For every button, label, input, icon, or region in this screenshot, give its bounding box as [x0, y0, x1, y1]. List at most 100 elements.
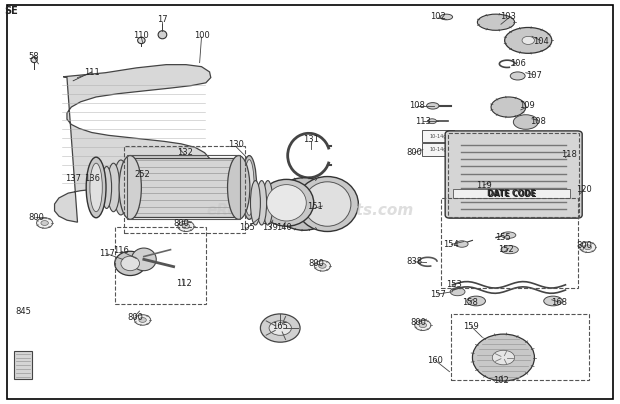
Bar [448, 133, 579, 217]
Text: 112: 112 [175, 279, 192, 288]
Text: 132: 132 [177, 148, 193, 157]
Text: 845: 845 [16, 307, 32, 316]
Text: 137: 137 [65, 174, 81, 183]
Text: 159: 159 [463, 322, 479, 331]
Text: 106: 106 [510, 59, 526, 68]
Ellipse shape [428, 119, 436, 124]
Text: DATE CODE: DATE CODE [487, 189, 536, 198]
Text: 107: 107 [526, 72, 542, 80]
Ellipse shape [257, 181, 267, 225]
Ellipse shape [182, 224, 190, 229]
Text: 800: 800 [28, 213, 44, 222]
Text: 158: 158 [462, 298, 478, 307]
Ellipse shape [267, 185, 306, 221]
Text: 108: 108 [409, 101, 425, 110]
Ellipse shape [456, 241, 468, 247]
Ellipse shape [472, 334, 534, 381]
Text: 109: 109 [519, 101, 535, 110]
Text: 152: 152 [498, 245, 514, 254]
Ellipse shape [427, 103, 439, 109]
Bar [14, 351, 32, 379]
Text: 108: 108 [530, 117, 546, 126]
Bar [451, 314, 589, 380]
Bar [453, 189, 570, 198]
Ellipse shape [259, 179, 314, 226]
Ellipse shape [269, 321, 291, 335]
Ellipse shape [228, 156, 250, 219]
Text: 800: 800 [127, 313, 143, 322]
Text: 155: 155 [495, 233, 512, 242]
Bar [422, 130, 454, 142]
Ellipse shape [260, 314, 300, 342]
Bar [124, 146, 245, 233]
Text: 103: 103 [500, 13, 516, 21]
Text: 116: 116 [113, 246, 130, 255]
FancyBboxPatch shape [445, 131, 582, 218]
Text: 10-14g: 10-14g [429, 134, 446, 139]
Ellipse shape [115, 251, 146, 276]
Ellipse shape [538, 146, 572, 177]
Text: 10-14g: 10-14g [429, 147, 446, 152]
Text: 119: 119 [476, 181, 492, 189]
Ellipse shape [86, 157, 106, 218]
Text: 102: 102 [430, 13, 446, 21]
Text: 102: 102 [493, 376, 509, 385]
Ellipse shape [138, 37, 145, 44]
Ellipse shape [477, 14, 515, 30]
Text: 104: 104 [533, 37, 549, 46]
Text: 118: 118 [561, 150, 577, 159]
Text: 151: 151 [307, 202, 323, 211]
Text: 17: 17 [157, 15, 168, 24]
Text: 117: 117 [99, 249, 115, 258]
Ellipse shape [467, 296, 485, 306]
Text: 130: 130 [228, 140, 244, 149]
Text: 800: 800 [410, 318, 427, 327]
Ellipse shape [113, 160, 128, 215]
Ellipse shape [90, 163, 102, 212]
Bar [115, 227, 206, 304]
Ellipse shape [492, 350, 515, 365]
Ellipse shape [491, 97, 526, 117]
Ellipse shape [119, 156, 141, 219]
Text: 113: 113 [415, 117, 431, 126]
Text: 110: 110 [133, 31, 149, 40]
Ellipse shape [419, 323, 427, 328]
Ellipse shape [549, 157, 561, 166]
Ellipse shape [31, 57, 37, 63]
Ellipse shape [139, 318, 146, 322]
Text: 100: 100 [193, 31, 210, 40]
Text: 800: 800 [576, 241, 592, 250]
Text: 153: 153 [446, 280, 462, 289]
Ellipse shape [273, 178, 335, 230]
Text: 120: 120 [576, 185, 592, 194]
Text: 131: 131 [303, 135, 319, 144]
Ellipse shape [314, 261, 330, 271]
Polygon shape [55, 65, 211, 222]
Text: DATE CODE: DATE CODE [488, 190, 536, 199]
Text: 800: 800 [173, 219, 189, 227]
Ellipse shape [242, 156, 257, 219]
Text: 111: 111 [84, 68, 100, 77]
Ellipse shape [131, 248, 156, 271]
Ellipse shape [102, 166, 112, 208]
Text: 800: 800 [308, 259, 324, 268]
Ellipse shape [135, 315, 151, 325]
Text: 157: 157 [430, 290, 446, 299]
Text: 165: 165 [272, 322, 288, 331]
Text: SE: SE [4, 6, 18, 16]
Ellipse shape [158, 31, 167, 39]
Ellipse shape [263, 181, 273, 225]
Text: eReplacementParts.com: eReplacementParts.com [206, 202, 414, 218]
Bar [127, 155, 240, 219]
Ellipse shape [319, 263, 326, 268]
Ellipse shape [580, 242, 596, 252]
Text: 160: 160 [427, 356, 443, 365]
Bar [422, 143, 454, 156]
Ellipse shape [244, 160, 254, 215]
Ellipse shape [296, 177, 358, 231]
Ellipse shape [304, 182, 351, 226]
Text: 105: 105 [239, 223, 255, 231]
Text: 838: 838 [406, 257, 422, 266]
Ellipse shape [501, 246, 518, 254]
Text: 154: 154 [443, 240, 459, 249]
